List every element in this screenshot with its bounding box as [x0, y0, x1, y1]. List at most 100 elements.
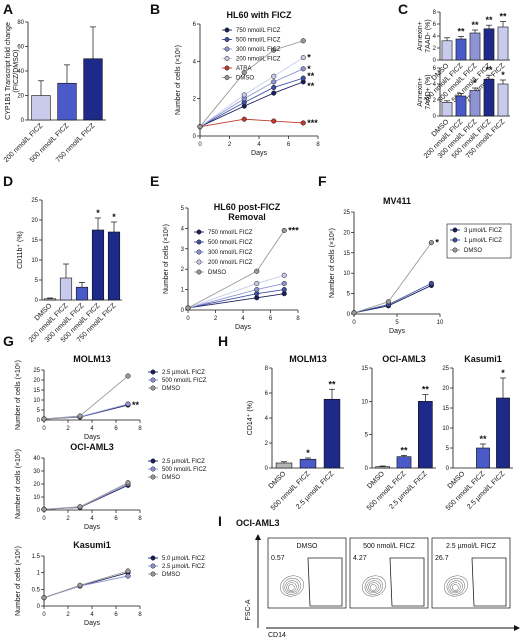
y-tick-label: 10 [442, 426, 449, 432]
significance-mark: ** [307, 81, 315, 91]
x-tick-label: 2 [214, 316, 218, 322]
x-axis-label: Days [84, 524, 100, 531]
y-axis-label: Number of cells (×10⁶) [15, 360, 22, 430]
bar-d-1 [59, 277, 73, 301]
category-label: 2.5 µmol/L FICZ [388, 470, 429, 511]
bar-c2-0 [441, 102, 453, 117]
legend-entry: ATRA [236, 66, 252, 72]
y-tick-label: 3 [181, 247, 185, 253]
x-tick-label: 2 [66, 516, 70, 522]
bar-h3-1 [476, 447, 490, 469]
y-tick-label: 4 [181, 226, 185, 232]
x-tick-label: 0 [42, 612, 46, 618]
density-contour [284, 580, 299, 594]
y-tick-label: 0 [347, 312, 351, 318]
significance-mark: ** [307, 71, 315, 81]
bar-c1-1 [455, 38, 467, 61]
flow-x-arrowhead [514, 625, 520, 631]
y-tick-label: 6 [433, 22, 437, 28]
legend-marker [452, 227, 458, 233]
bar-d-3 [91, 229, 105, 301]
y-tick-label: 8 [433, 10, 437, 16]
legend-entry: DMSO [162, 386, 180, 392]
bar-h1-1 [299, 458, 317, 469]
significance-mark: ** [400, 445, 408, 455]
density-contour [364, 578, 383, 595]
y-tick-label: 0 [446, 466, 450, 472]
y-tick-label: 20 [343, 230, 350, 236]
y-tick-label: 15 [33, 388, 40, 394]
y-axis-label: (FICZ/DMSO) [13, 49, 20, 92]
data-point [125, 573, 131, 579]
y-tick-label: 6 [193, 22, 197, 28]
significance-mark: * [96, 208, 100, 218]
data-point [428, 240, 434, 246]
x-tick-label: 4 [257, 142, 261, 148]
legend-entry: 750 nmol/L FICZ [236, 28, 281, 34]
legend-entry: 200 nmol/L FICZ [236, 57, 281, 63]
density-contour [366, 580, 381, 594]
legend-marker [452, 237, 458, 243]
data-point [271, 84, 277, 91]
chart-title: OCI-AML3 [236, 518, 280, 528]
series-line [43, 483, 129, 510]
data-point [254, 280, 260, 287]
data-point [300, 38, 306, 44]
legend-marker [150, 571, 156, 577]
legend-marker [150, 563, 156, 569]
gate-percent-label: 26.7 [435, 555, 449, 562]
gate-region [389, 557, 425, 607]
legend-entry: DMSO [464, 248, 482, 254]
significance-mark: * [501, 368, 505, 378]
x-tick-label: 6 [269, 316, 273, 322]
bar-d-0 [43, 298, 57, 301]
bar-c2-3 [483, 78, 495, 117]
data-point [351, 310, 357, 316]
density-contour [448, 580, 463, 594]
x-tick-label: 8 [138, 612, 142, 618]
flow-y-label: FSC-A [245, 599, 252, 620]
y-tick-label: 0 [193, 134, 197, 140]
panel-label-f: F [318, 173, 327, 189]
chart-title: OCI-AML3 [70, 442, 114, 452]
y-tick-label: 30 [33, 469, 40, 475]
data-point [241, 92, 247, 98]
legend-marker [224, 46, 230, 52]
data-point [300, 75, 306, 81]
significance-mark: * [307, 53, 311, 63]
legend-entry: 2.5 µmol/L FICZ [162, 564, 205, 570]
series-line [199, 81, 304, 128]
series-line [353, 282, 432, 314]
x-tick-label: 6 [114, 612, 118, 618]
bar-a-2 [83, 58, 103, 121]
legend-entry: DMSO [162, 572, 180, 578]
y-tick-label: 6 [433, 66, 437, 72]
y-tick-label: 0 [265, 466, 269, 472]
legend-marker [224, 27, 230, 33]
y-tick-label: 5 [446, 446, 450, 452]
legend-entry: 500 nmol/L FICZ [162, 378, 207, 384]
density-contour [446, 578, 465, 595]
panel-label-a: A [3, 1, 13, 17]
data-point [271, 79, 277, 85]
x-tick-label: 8 [138, 516, 142, 522]
y-tick-label: 20 [33, 482, 40, 488]
density-contour [286, 582, 297, 592]
legend-marker [224, 37, 230, 42]
density-contour [443, 575, 469, 597]
legend-entry: 3 µmol/L FICZ [464, 228, 502, 234]
y-tick-label: 40 [33, 456, 40, 462]
bar-h2-2 [417, 401, 433, 469]
category-label: DMSO [268, 470, 288, 490]
y-tick-label: 1 [181, 288, 185, 294]
series-line [199, 57, 304, 128]
chart-title: Removal [228, 212, 266, 222]
legend-entry: 500 nmol/L FICZ [208, 240, 253, 246]
legend-entry: 300 nmol/L FICZ [236, 47, 281, 53]
x-tick-label: 6 [114, 426, 118, 432]
series-line [199, 40, 304, 127]
data-point [428, 280, 434, 286]
data-point [254, 287, 260, 293]
panel-label-d: D [3, 173, 13, 189]
